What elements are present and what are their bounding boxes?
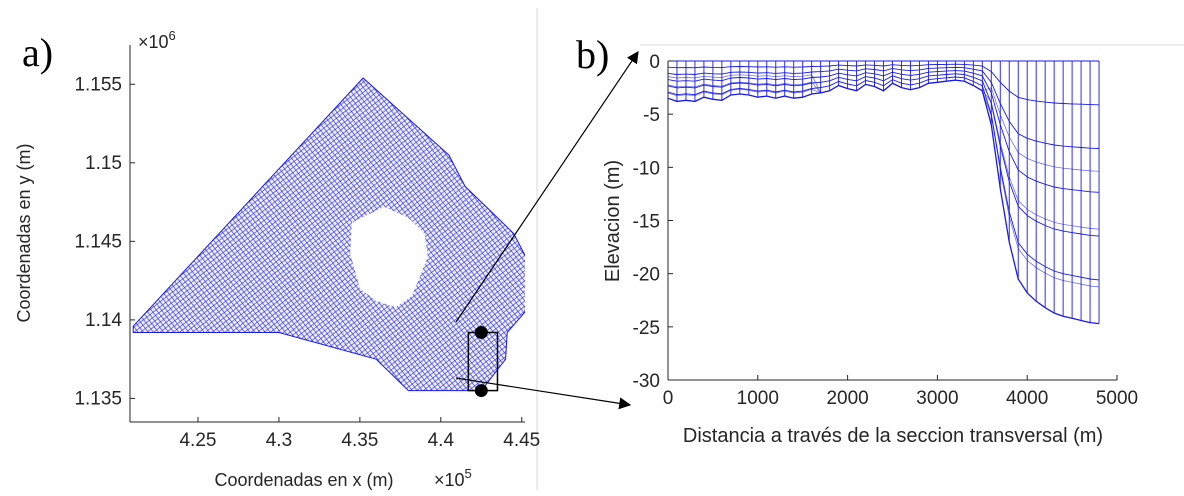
mesh-layer-line (667, 76, 1100, 281)
y-tick-label-a: 1.135 (74, 388, 122, 409)
arrow-lower (455, 377, 632, 410)
x-tick-label-a: 4.3 (266, 430, 292, 451)
mesh-slope-line (667, 79, 1100, 288)
y-tick-label-a: 1.145 (74, 231, 122, 252)
x-tick-label-a: 4.25 (179, 430, 216, 451)
x-tick-label-b: 5000 (1096, 388, 1138, 409)
mesh-b (667, 60, 1100, 325)
y-tick-label-a: 1.14 (85, 310, 122, 331)
transect-point (474, 384, 488, 398)
x-axis-label-b: Distancia a través de la seccion transve… (683, 425, 1103, 447)
panel-b-label: b) (576, 32, 609, 77)
mesh-layer-line (667, 73, 1100, 237)
y-axis-label-b: Elevacion (m) (602, 160, 624, 282)
y-tick-label-b: -25 (633, 318, 660, 339)
y-tick-label-b: -30 (633, 371, 660, 392)
y-tick-label-b: 0 (649, 52, 660, 73)
x-axis-label-a: Coordenadas en x (m) (214, 470, 393, 490)
transect-point (474, 325, 488, 339)
mesh-layer-line (667, 63, 1100, 106)
x-exponent-a: ×105 (434, 466, 472, 490)
x-tick-label-b: 0 (663, 388, 674, 409)
y-tick-label-a: 1.15 (85, 153, 122, 174)
y-tick-label-b: -5 (643, 105, 660, 126)
y-tick-label-a: 1.155 (74, 74, 122, 95)
y-axis-label-a: Coordenadas en y (m) (14, 143, 34, 322)
x-tick-label-b: 4000 (1006, 388, 1048, 409)
y-exponent-a: ×106 (138, 28, 176, 52)
mesh-layer-line (667, 70, 1100, 193)
bottom-profile-line (667, 79, 1100, 325)
x-tick-label-a: 4.4 (428, 430, 455, 451)
axis-a: 4.25 4.3 4.35 4.4 4.45 1.135 1.14 1.145 1.15 1.15… (74, 45, 540, 451)
x-tick-label-b: 1000 (737, 388, 779, 409)
x-tick-label-a: 4.45 (503, 430, 540, 451)
mesh-layer-line (667, 66, 1100, 149)
y-tick-label-b: -20 (633, 265, 660, 286)
arrow-upper (455, 51, 639, 323)
connector-arrows (455, 51, 639, 410)
mesh-slope-line (667, 79, 1100, 230)
y-tick-label-b: -10 (633, 158, 660, 179)
y-tick-label-b: -15 (633, 212, 660, 233)
transect-a (467, 325, 499, 398)
mesh-grid (133, 78, 525, 391)
panel-b: 0 1000 2000 3000 4000 50000-5-10-15-20-25-30 … (602, 52, 1138, 447)
x-tick-label-a: 4.35 (341, 430, 378, 451)
panel-a: 4.25 4.3 4.35 4.4 4.45 1.135 1.14 1.145 1.15 1.15… (14, 28, 540, 490)
mesh-outline (132, 77, 525, 392)
panel-a-label: a) (22, 30, 53, 75)
mesh-a (132, 77, 525, 392)
axis-b: 0 1000 2000 3000 4000 5000 0 -5 -10 -15 -20 -25 -30 (633, 52, 1139, 409)
x-tick-label-b: 2000 (826, 388, 868, 409)
x-tick-label-b: 3000 (916, 388, 958, 409)
